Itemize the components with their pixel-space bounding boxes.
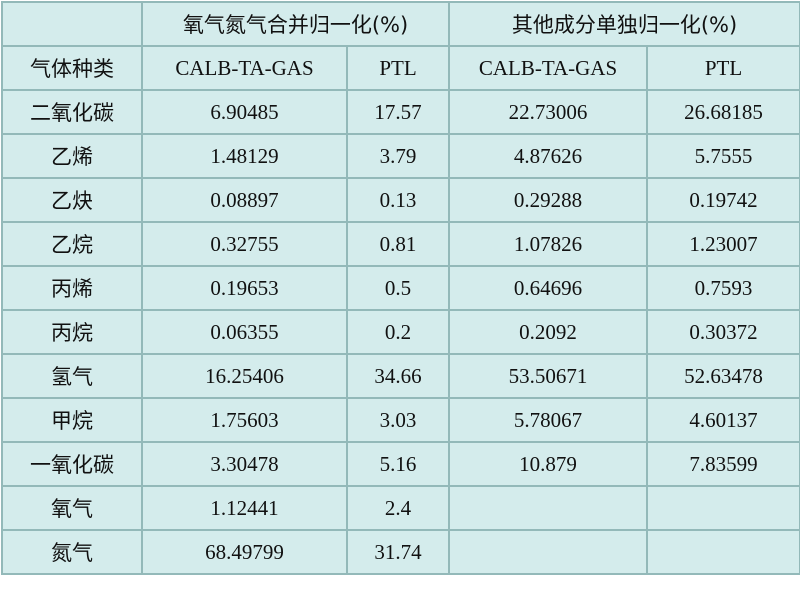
column-header: 气体种类 <box>1 45 143 91</box>
value-cell: 0.13 <box>346 177 450 223</box>
value-cell: 1.12441 <box>141 485 348 531</box>
value-cell: 5.16 <box>346 441 450 487</box>
data-row: 二氧化碳 6.90485 17.57 22.73006 26.68185 <box>1 89 800 135</box>
value-cell: 68.49799 <box>141 529 348 575</box>
data-row: 甲烷 1.75603 3.03 5.78067 4.60137 <box>1 397 800 443</box>
gas-name: 氧气 <box>1 485 143 531</box>
gas-table: 氧气氮气合并归一化(%) 其他成分单独归一化(%) 气体种类 CALB-TA-GAS P… <box>1 1 800 575</box>
data-row: 乙烯 1.48129 3.79 4.87626 5.7555 <box>1 133 800 179</box>
value-cell: 0.7593 <box>646 265 800 311</box>
value-cell: 22.73006 <box>448 89 648 135</box>
value-cell: 7.83599 <box>646 441 800 487</box>
value-cell: 1.23007 <box>646 221 800 267</box>
data-row: 氧气 1.12441 2.4 <box>1 485 800 531</box>
gas-name: 丙烯 <box>1 265 143 311</box>
gas-name: 甲烷 <box>1 397 143 443</box>
value-cell: 17.57 <box>346 89 450 135</box>
value-cell: 10.879 <box>448 441 648 487</box>
column-header-row: 气体种类 CALB-TA-GAS PTL CALB-TA-GAS PTL <box>1 45 800 91</box>
table-body: 氧气氮气合并归一化(%) 其他成分单独归一化(%) 气体种类 CALB-TA-GAS P… <box>1 1 800 575</box>
gas-name: 乙烷 <box>1 221 143 267</box>
gas-name: 乙炔 <box>1 177 143 223</box>
value-cell: 6.90485 <box>141 89 348 135</box>
value-cell: 0.30372 <box>646 309 800 355</box>
value-cell: 52.63478 <box>646 353 800 399</box>
column-header: CALB-TA-GAS <box>141 45 348 91</box>
value-cell: 0.64696 <box>448 265 648 311</box>
value-cell: 5.7555 <box>646 133 800 179</box>
data-row: 一氧化碳 3.30478 5.16 10.879 7.83599 <box>1 441 800 487</box>
value-cell: 5.78067 <box>448 397 648 443</box>
data-row: 氮气 68.49799 31.74 <box>1 529 800 575</box>
value-cell: 0.2092 <box>448 309 648 355</box>
value-cell: 0.2 <box>346 309 450 355</box>
column-header: CALB-TA-GAS <box>448 45 648 91</box>
value-cell: 0.06355 <box>141 309 348 355</box>
value-cell: 1.48129 <box>141 133 348 179</box>
value-cell: 4.87626 <box>448 133 648 179</box>
value-cell: 0.19742 <box>646 177 800 223</box>
value-cell: 0.5 <box>346 265 450 311</box>
value-cell: 34.66 <box>346 353 450 399</box>
value-cell: 1.75603 <box>141 397 348 443</box>
gas-name: 氢气 <box>1 353 143 399</box>
empty-cell <box>448 529 648 575</box>
data-row: 丙烷 0.06355 0.2 0.2092 0.30372 <box>1 309 800 355</box>
value-cell: 3.30478 <box>141 441 348 487</box>
data-row: 氢气 16.25406 34.66 53.50671 52.63478 <box>1 353 800 399</box>
value-cell: 2.4 <box>346 485 450 531</box>
value-cell: 0.32755 <box>141 221 348 267</box>
value-cell: 0.08897 <box>141 177 348 223</box>
value-cell: 0.81 <box>346 221 450 267</box>
group-header: 其他成分单独归一化(%) <box>448 1 800 47</box>
gas-name: 乙烯 <box>1 133 143 179</box>
value-cell: 0.19653 <box>141 265 348 311</box>
gas-name: 丙烷 <box>1 309 143 355</box>
empty-cell <box>646 529 800 575</box>
value-cell: 3.03 <box>346 397 450 443</box>
value-cell: 4.60137 <box>646 397 800 443</box>
gas-name: 二氧化碳 <box>1 89 143 135</box>
value-cell: 3.79 <box>346 133 450 179</box>
value-cell: 26.68185 <box>646 89 800 135</box>
empty-cell <box>448 485 648 531</box>
value-cell: 1.07826 <box>448 221 648 267</box>
group-header-row: 氧气氮气合并归一化(%) 其他成分单独归一化(%) <box>1 1 800 47</box>
data-row: 乙炔 0.08897 0.13 0.29288 0.19742 <box>1 177 800 223</box>
value-cell: 0.29288 <box>448 177 648 223</box>
corner-cell <box>1 1 143 47</box>
column-header: PTL <box>346 45 450 91</box>
column-header: PTL <box>646 45 800 91</box>
empty-cell <box>646 485 800 531</box>
data-row: 丙烯 0.19653 0.5 0.64696 0.7593 <box>1 265 800 311</box>
gas-name: 一氧化碳 <box>1 441 143 487</box>
gas-name: 氮气 <box>1 529 143 575</box>
group-header: 氧气氮气合并归一化(%) <box>141 1 450 47</box>
value-cell: 31.74 <box>346 529 450 575</box>
data-row: 乙烷 0.32755 0.81 1.07826 1.23007 <box>1 221 800 267</box>
value-cell: 16.25406 <box>141 353 348 399</box>
value-cell: 53.50671 <box>448 353 648 399</box>
